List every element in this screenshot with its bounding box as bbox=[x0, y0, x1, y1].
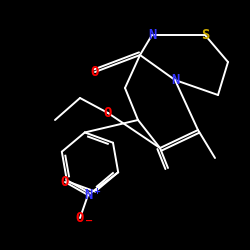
Text: −: − bbox=[85, 216, 93, 226]
Text: O: O bbox=[76, 211, 84, 225]
Text: O: O bbox=[61, 175, 69, 189]
Text: +: + bbox=[93, 186, 100, 196]
Text: N: N bbox=[84, 188, 92, 202]
Text: S: S bbox=[201, 28, 209, 42]
Text: N: N bbox=[148, 28, 156, 42]
Text: N: N bbox=[171, 73, 179, 87]
Text: O: O bbox=[91, 65, 99, 79]
Text: O: O bbox=[104, 106, 112, 120]
